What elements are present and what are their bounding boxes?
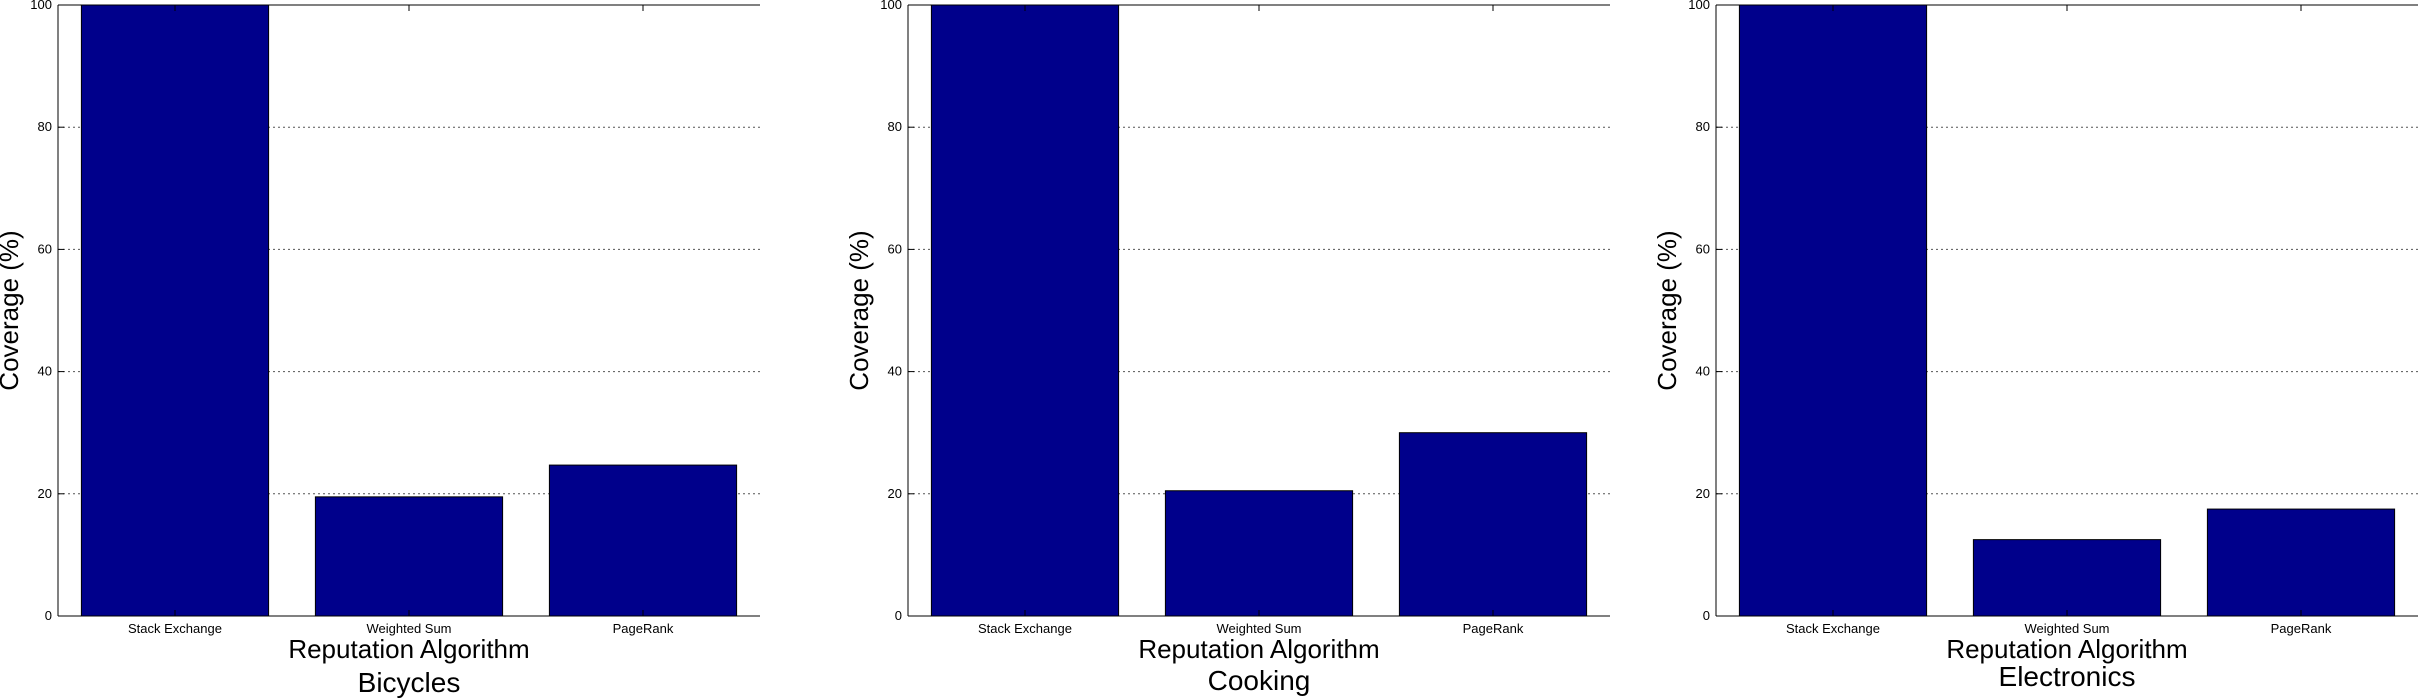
y-tick-label: 60 xyxy=(888,241,902,256)
y-tick-label: 100 xyxy=(1688,0,1710,12)
y-tick-label: 40 xyxy=(38,364,52,379)
y-tick-label: 80 xyxy=(1696,119,1710,134)
y-tick-label: 40 xyxy=(1696,364,1710,379)
x-tick-label: PageRank xyxy=(1463,621,1524,636)
y-axis-label: Coverage (%) xyxy=(844,230,874,390)
bar xyxy=(1398,432,1588,617)
x-tick-label: Stack Exchange xyxy=(128,621,222,636)
x-axis-label: Reputation Algorithm xyxy=(288,634,529,664)
y-tick-label: 0 xyxy=(45,608,52,623)
x-tick-label: PageRank xyxy=(613,621,674,636)
y-tick-label: 80 xyxy=(888,119,902,134)
y-tick-label: 60 xyxy=(38,241,52,256)
y-tick-label: 60 xyxy=(1696,241,1710,256)
x-tick-label: Weighted Sum xyxy=(2024,621,2109,636)
chart-panel-cooking: 0 20 40 60 80 100 Stack Exchange Weighted Sum Pa… xyxy=(844,0,1610,696)
x-tick-label: PageRank xyxy=(2271,621,2332,636)
x-tick-label: Stack Exchange xyxy=(978,621,1072,636)
x-axis-label: Reputation Algorithm xyxy=(1946,634,2187,664)
x-tick-label: Weighted Sum xyxy=(1216,621,1301,636)
chart-panel-electronics: 0 20 40 60 80 100 Stack Exchange Weighted Sum Pa… xyxy=(1652,0,2418,692)
bar xyxy=(1972,539,2162,617)
bar xyxy=(2206,508,2396,617)
x-tick-label: Weighted Sum xyxy=(366,621,451,636)
chart-title: Bicycles xyxy=(358,667,461,698)
y-tick-label: 20 xyxy=(1696,486,1710,501)
chart-title: Electronics xyxy=(1999,661,2136,692)
bar xyxy=(1738,4,1928,617)
y-tick-label: 20 xyxy=(888,486,902,501)
bar xyxy=(930,4,1120,617)
y-axis-label: Coverage (%) xyxy=(0,230,24,390)
bar xyxy=(80,4,270,617)
bar xyxy=(314,496,504,617)
bar xyxy=(1164,490,1354,617)
y-tick-label: 100 xyxy=(880,0,902,12)
x-axis-label: Reputation Algorithm xyxy=(1138,634,1379,664)
y-tick-label: 0 xyxy=(895,608,902,623)
y-tick-label: 80 xyxy=(38,119,52,134)
bar xyxy=(548,464,738,617)
y-axis-label: Coverage (%) xyxy=(1652,230,1682,390)
chart-panel-bicycles: 0 20 40 60 80 100 Stack Exchange Weighted Sum Pa… xyxy=(0,0,760,698)
x-tick-label: Stack Exchange xyxy=(1786,621,1880,636)
y-tick-label: 40 xyxy=(888,364,902,379)
y-tick-label: 100 xyxy=(30,0,52,12)
chart-title: Cooking xyxy=(1208,665,1311,696)
y-tick-label: 0 xyxy=(1703,608,1710,623)
y-tick-label: 20 xyxy=(38,486,52,501)
